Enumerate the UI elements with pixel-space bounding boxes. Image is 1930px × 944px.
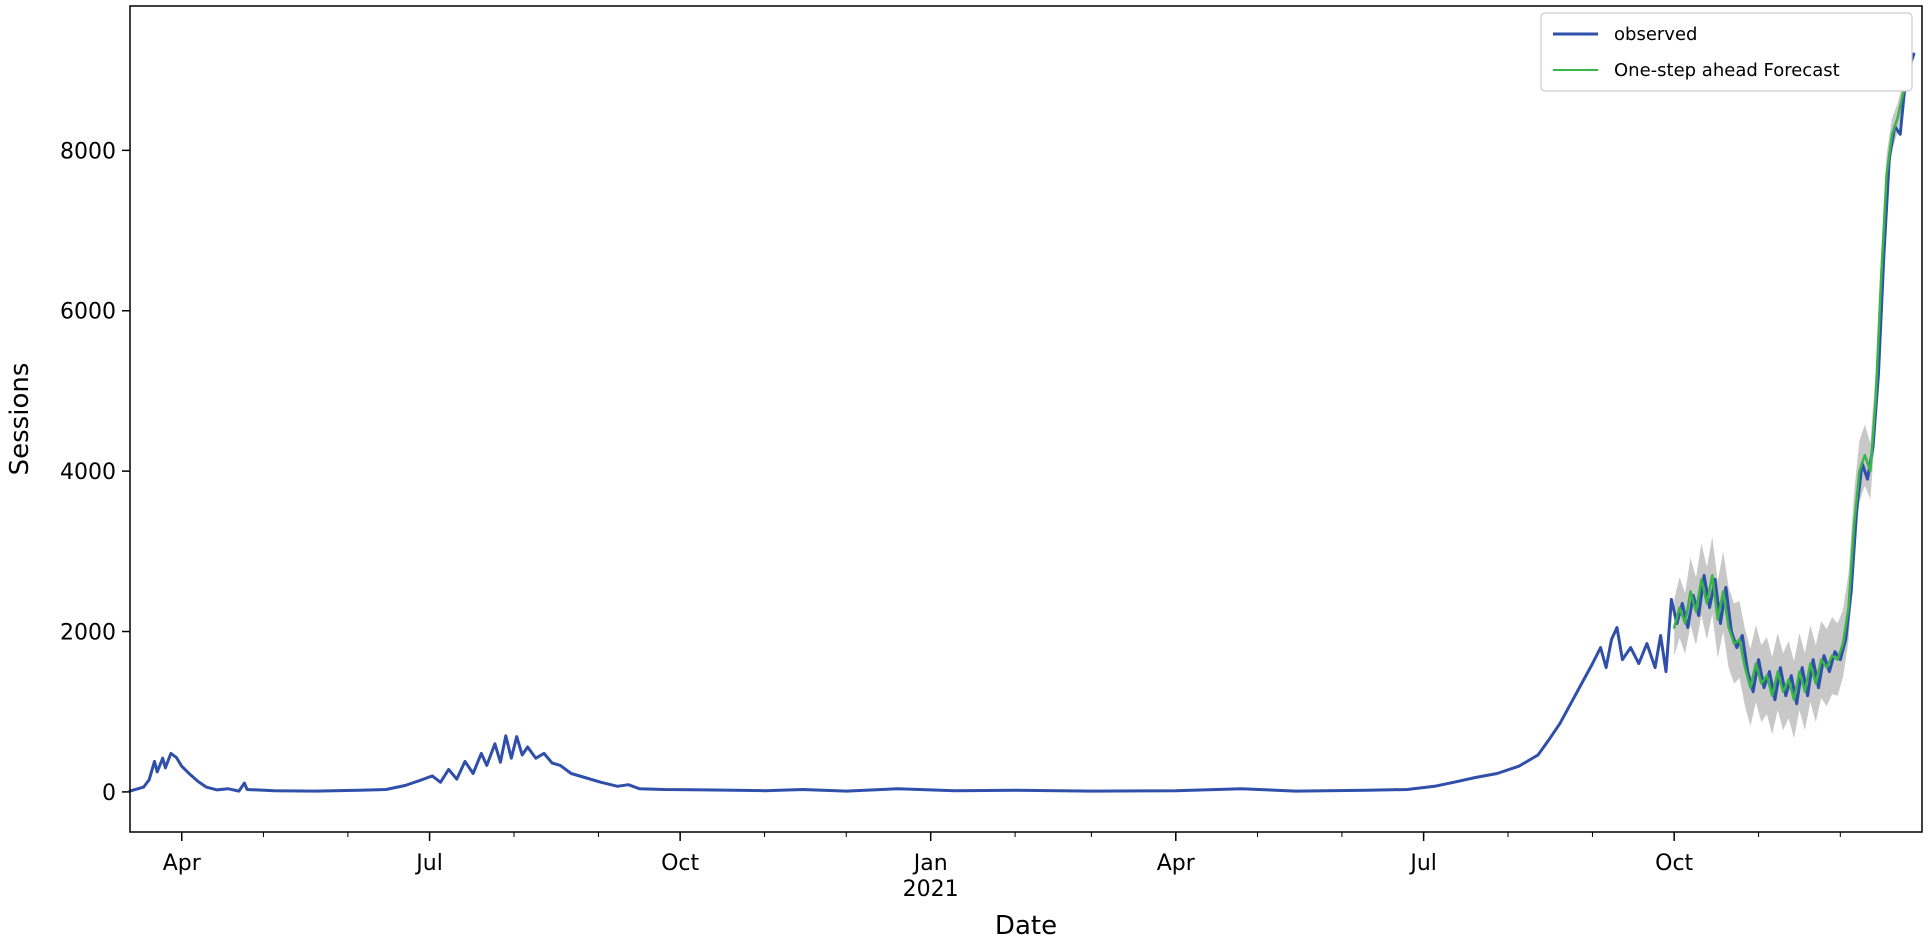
y-tick-label: 2000 (60, 621, 116, 646)
x-tick-label: Oct (661, 851, 699, 876)
series-layer (128, 52, 1916, 793)
x-tick-label: Oct (1655, 851, 1693, 876)
x-tick-sublabel: 2021 (903, 877, 959, 902)
y-axis: 0 2000 4000 6000 8000 (60, 139, 130, 806)
x-tick-label: Apr (163, 851, 202, 876)
y-tick-label: 4000 (60, 460, 116, 485)
legend-box (1540, 12, 1913, 92)
x-tick-label: Jul (1408, 851, 1437, 876)
series-line-observed (128, 52, 1916, 793)
y-tick-label: 6000 (60, 300, 116, 325)
legend-label-forecast: One-step ahead Forecast (1614, 60, 1840, 81)
x-tick-label: Apr (1157, 851, 1196, 876)
y-tick-label: 8000 (60, 139, 116, 164)
x-axis-title: Date (995, 911, 1057, 941)
x-tick-label: Jul (414, 851, 443, 876)
legend: observed One-step ahead Forecast (1540, 12, 1913, 92)
legend-label-observed: observed (1614, 24, 1697, 45)
y-tick-label: 0 (102, 781, 116, 806)
x-tick-label: Jan (912, 851, 948, 876)
y-axis-title: Sessions (5, 363, 35, 476)
series-line-forecast (1672, 60, 1913, 701)
plot-frame (129, 5, 1923, 833)
